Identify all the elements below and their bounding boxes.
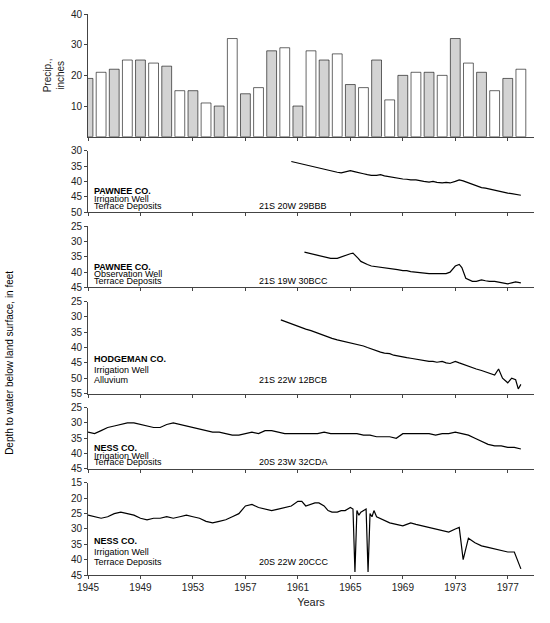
svg-text:45: 45 — [71, 357, 83, 368]
svg-text:35: 35 — [71, 251, 83, 262]
svg-text:25: 25 — [71, 221, 83, 232]
svg-text:50: 50 — [71, 207, 83, 218]
svg-text:PAWNEE CO.: PAWNEE CO. — [94, 186, 151, 196]
svg-text:30: 30 — [71, 236, 83, 247]
svg-text:30: 30 — [71, 311, 83, 322]
svg-text:25: 25 — [71, 508, 83, 519]
svg-text:40: 40 — [71, 342, 83, 353]
svg-text:30: 30 — [71, 417, 83, 428]
svg-text:Terrace Deposits: Terrace Deposits — [94, 557, 162, 567]
svg-text:Irrigation Well: Irrigation Well — [94, 547, 149, 557]
svg-text:30: 30 — [71, 145, 83, 156]
svg-text:Precip.,inches: Precip.,inches — [42, 58, 66, 92]
svg-text:25: 25 — [71, 296, 83, 307]
svg-text:15: 15 — [71, 477, 83, 488]
svg-text:40: 40 — [71, 176, 83, 187]
svg-text:Terrace Deposits: Terrace Deposits — [94, 457, 162, 467]
svg-text:50: 50 — [71, 373, 83, 384]
svg-text:55: 55 — [71, 388, 83, 399]
svg-text:Irrigation Well: Irrigation Well — [94, 194, 149, 204]
svg-text:45: 45 — [71, 282, 83, 293]
svg-text:35: 35 — [71, 327, 83, 338]
svg-text:40: 40 — [71, 9, 83, 20]
svg-text:30: 30 — [71, 39, 83, 50]
svg-text:35: 35 — [71, 433, 83, 444]
svg-text:20: 20 — [71, 493, 83, 504]
svg-text:1973: 1973 — [444, 582, 467, 593]
svg-text:1977: 1977 — [497, 582, 520, 593]
svg-text:21S 22W 12BCB: 21S 22W 12BCB — [259, 375, 327, 385]
svg-text:45: 45 — [71, 463, 83, 474]
svg-text:Irrigation Well: Irrigation Well — [94, 451, 149, 461]
svg-text:1949: 1949 — [129, 582, 152, 593]
svg-text:40: 40 — [71, 267, 83, 278]
svg-text:1969: 1969 — [392, 582, 415, 593]
svg-text:1953: 1953 — [182, 582, 205, 593]
svg-text:Terrace Deposits: Terrace Deposits — [94, 201, 162, 211]
svg-text:Observation Well: Observation Well — [94, 269, 162, 279]
svg-text:1961: 1961 — [287, 582, 310, 593]
svg-text:25: 25 — [71, 402, 83, 413]
svg-text:35: 35 — [71, 539, 83, 550]
svg-text:20S 23W 32CDA: 20S 23W 32CDA — [259, 457, 328, 467]
svg-text:PAWNEE CO.: PAWNEE CO. — [94, 262, 151, 272]
svg-text:40: 40 — [71, 554, 83, 565]
svg-text:HODGEMAN CO.: HODGEMAN CO. — [94, 354, 166, 364]
svg-text:30: 30 — [71, 523, 83, 534]
svg-text:45: 45 — [71, 191, 83, 202]
svg-text:45: 45 — [71, 570, 83, 581]
svg-text:20S 22W 20CCC: 20S 22W 20CCC — [259, 557, 329, 567]
svg-text:Terrace Deposits: Terrace Deposits — [94, 276, 162, 286]
svg-text:1965: 1965 — [339, 582, 362, 593]
svg-text:40: 40 — [71, 448, 83, 459]
svg-text:Alluvium: Alluvium — [94, 375, 128, 385]
svg-text:NESS CO.: NESS CO. — [94, 443, 137, 453]
svg-text:20: 20 — [71, 70, 83, 81]
svg-text:NESS CO.: NESS CO. — [94, 536, 137, 546]
svg-text:21S 19W 30BCC: 21S 19W 30BCC — [259, 276, 328, 286]
svg-text:Years: Years — [297, 596, 325, 608]
svg-text:Depth to water below land surf: Depth to water below land surface, in fe… — [4, 271, 15, 455]
svg-text:Irrigation Well: Irrigation Well — [94, 365, 149, 375]
svg-text:21S 20W 29BBB: 21S 20W 29BBB — [259, 201, 327, 211]
svg-text:35: 35 — [71, 161, 83, 172]
svg-text:10: 10 — [71, 101, 83, 112]
svg-text:1957: 1957 — [234, 582, 257, 593]
svg-text:1945: 1945 — [77, 582, 100, 593]
